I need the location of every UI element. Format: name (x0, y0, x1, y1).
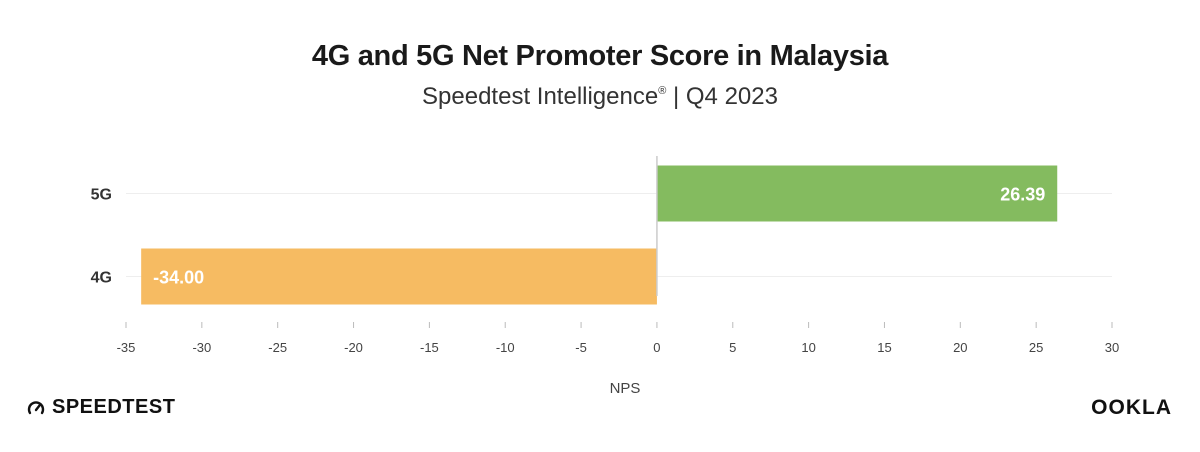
x-tick-label: -25 (268, 340, 287, 355)
subtitle-period: | Q4 2023 (672, 83, 778, 110)
x-tick-label: 15 (877, 340, 891, 355)
chart-title: 4G and 5G Net Promoter Score in Malaysia (311, 40, 889, 72)
subtitle-text: Speedtest Intelligence (422, 83, 659, 110)
registered-mark: ® (658, 85, 667, 97)
x-tick-label: -5 (575, 340, 587, 355)
x-tick-label: 25 (1029, 340, 1043, 355)
x-tick-label: -30 (192, 340, 211, 355)
x-tick-label: -15 (420, 340, 439, 355)
speedtest-wordmark: SPEEDTEST (52, 396, 176, 418)
x-tick-label: 0 (653, 340, 660, 355)
x-tick-label: -35 (117, 340, 136, 355)
bar-5g (656, 165, 1058, 222)
bar-4g (141, 248, 657, 305)
category-label-4g: 4G (91, 270, 112, 287)
x-axis-title: NPS (610, 380, 641, 397)
category-label-5g: 5G (91, 187, 112, 204)
x-tick-label: 10 (801, 340, 815, 355)
x-tick-label: 30 (1105, 340, 1119, 355)
x-tick-label: 20 (953, 340, 967, 355)
data-label-4g: -34.00 (153, 268, 204, 288)
x-tick-label: -20 (344, 340, 363, 355)
x-tick-label: 5 (729, 340, 736, 355)
x-tick-label: -10 (496, 340, 515, 355)
chart-subtitle: Speedtest Intelligence® | Q4 2023 (0, 83, 1200, 111)
speedtest-logo: SPEEDTEST (26, 396, 175, 419)
ookla-logo: OOKLA (1091, 396, 1172, 419)
speedometer-icon (27, 400, 45, 414)
data-label-5g: 26.39 (1000, 185, 1045, 205)
